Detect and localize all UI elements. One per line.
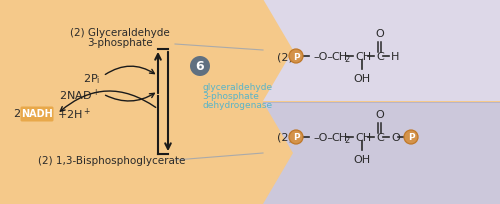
Text: glyceraldehyde: glyceraldehyde bbox=[202, 83, 272, 92]
Text: CH: CH bbox=[331, 52, 347, 62]
Polygon shape bbox=[263, 102, 500, 204]
Text: 2: 2 bbox=[344, 55, 349, 64]
Text: OH: OH bbox=[354, 74, 370, 84]
Circle shape bbox=[289, 50, 303, 64]
Text: CH: CH bbox=[355, 132, 371, 142]
Text: P: P bbox=[292, 52, 300, 61]
Text: OH: OH bbox=[354, 154, 370, 164]
Text: $\mathregular{2P_i}$: $\mathregular{2P_i}$ bbox=[82, 72, 100, 85]
Circle shape bbox=[289, 130, 303, 144]
FancyBboxPatch shape bbox=[20, 107, 54, 122]
Text: $\mathregular{2NAD^+}$: $\mathregular{2NAD^+}$ bbox=[59, 87, 100, 102]
Text: 6: 6 bbox=[196, 60, 204, 73]
Circle shape bbox=[404, 130, 418, 144]
Text: –O–: –O– bbox=[313, 52, 333, 62]
Text: dehydrogenase: dehydrogenase bbox=[202, 101, 272, 110]
Text: H: H bbox=[391, 52, 400, 62]
Text: O: O bbox=[375, 29, 384, 39]
Circle shape bbox=[190, 57, 210, 77]
Text: (2) Glyceraldehyde: (2) Glyceraldehyde bbox=[70, 28, 170, 38]
Text: C: C bbox=[376, 132, 384, 142]
Polygon shape bbox=[263, 0, 500, 102]
Text: NADH: NADH bbox=[21, 109, 53, 119]
Text: (2) 1,3-Bisphosphoglycerate: (2) 1,3-Bisphosphoglycerate bbox=[38, 155, 186, 165]
Text: (2): (2) bbox=[277, 52, 293, 62]
Text: C: C bbox=[376, 52, 384, 62]
Text: $\mathregular{+ 2H^+}$: $\mathregular{+ 2H^+}$ bbox=[57, 106, 91, 122]
Text: P: P bbox=[292, 133, 300, 142]
Text: 3-phosphate: 3-phosphate bbox=[202, 92, 259, 101]
Text: P: P bbox=[408, 133, 414, 142]
Text: 2: 2 bbox=[344, 136, 349, 145]
Text: 3-phosphate: 3-phosphate bbox=[87, 38, 153, 48]
Text: CH: CH bbox=[331, 132, 347, 142]
Text: (2): (2) bbox=[277, 132, 293, 142]
Text: –O–: –O– bbox=[313, 132, 333, 142]
Text: O: O bbox=[375, 110, 384, 119]
Text: 2: 2 bbox=[14, 109, 20, 119]
Text: CH: CH bbox=[355, 52, 371, 62]
Text: O: O bbox=[391, 132, 400, 142]
